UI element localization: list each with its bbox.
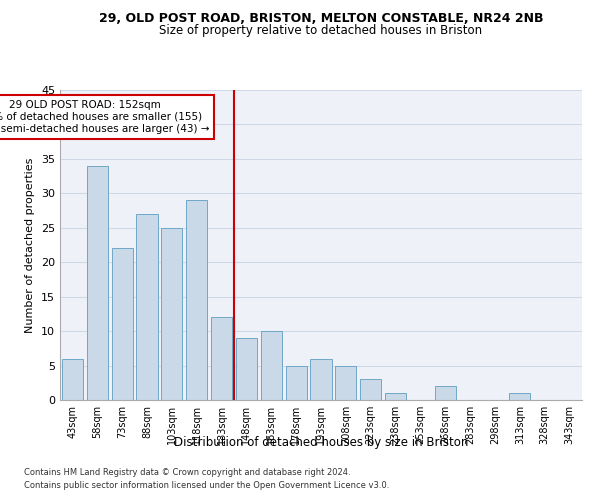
Bar: [87, 166, 108, 400]
Bar: [360, 380, 381, 400]
Text: 29, OLD POST ROAD, BRISTON, MELTON CONSTABLE, NR24 2NB: 29, OLD POST ROAD, BRISTON, MELTON CONST…: [99, 12, 543, 26]
Bar: [335, 366, 356, 400]
Bar: [509, 393, 530, 400]
Bar: [211, 318, 232, 400]
Bar: [286, 366, 307, 400]
Bar: [385, 393, 406, 400]
Bar: [435, 386, 456, 400]
Bar: [136, 214, 158, 400]
Text: Size of property relative to detached houses in Briston: Size of property relative to detached ho…: [160, 24, 482, 37]
Bar: [310, 358, 332, 400]
Bar: [161, 228, 182, 400]
Bar: [261, 331, 282, 400]
Text: 29 OLD POST ROAD: 152sqm
← 78% of detached houses are smaller (155)
22% of semi-: 29 OLD POST ROAD: 152sqm ← 78% of detach…: [0, 100, 209, 134]
Text: Contains HM Land Registry data © Crown copyright and database right 2024.: Contains HM Land Registry data © Crown c…: [24, 468, 350, 477]
Bar: [112, 248, 133, 400]
Y-axis label: Number of detached properties: Number of detached properties: [25, 158, 35, 332]
Bar: [236, 338, 257, 400]
Bar: [186, 200, 207, 400]
Bar: [62, 358, 83, 400]
Text: Distribution of detached houses by size in Briston: Distribution of detached houses by size …: [174, 436, 468, 449]
Text: Contains public sector information licensed under the Open Government Licence v3: Contains public sector information licen…: [24, 480, 389, 490]
